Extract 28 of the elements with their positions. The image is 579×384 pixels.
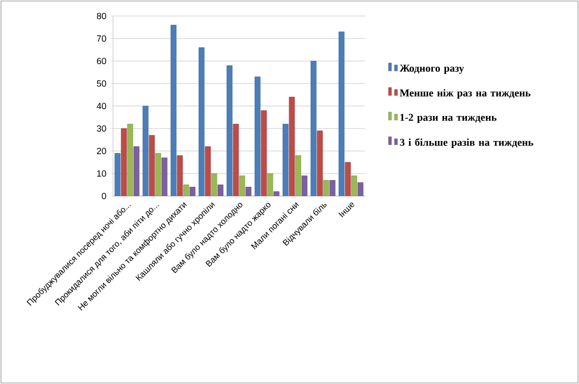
- legend-label: Жодного разу: [400, 64, 464, 74]
- bar: [120, 128, 127, 196]
- bar: [282, 124, 288, 196]
- bar: [170, 24, 176, 196]
- legend-label: 3 і більше разів на тиждень: [400, 138, 534, 148]
- bar: [254, 76, 260, 196]
- y-tick-label: 50: [96, 80, 106, 87]
- y-tick-label: 0: [102, 192, 106, 200]
- y-tick-label: 70: [96, 35, 106, 42]
- bar: [198, 47, 204, 196]
- bar: [142, 106, 148, 196]
- y-tick-label: 20: [96, 148, 106, 154]
- y-tick-label: 10: [97, 170, 106, 177]
- y-tick-label: 80: [96, 12, 106, 20]
- bar: [338, 32, 344, 196]
- bar: [127, 124, 134, 196]
- bar: [226, 65, 232, 196]
- bar: [310, 60, 316, 196]
- y-tick-label: 30: [96, 125, 106, 132]
- bar: [232, 124, 239, 196]
- y-tick-label: 40: [96, 102, 106, 110]
- legend-label: 1-2 рази на тиждень: [400, 114, 496, 123]
- bar: [288, 96, 295, 196]
- bar: [148, 135, 155, 196]
- bar: [260, 110, 267, 196]
- legend-label: Менше ніж раз на тиждень: [400, 89, 530, 99]
- bar: [316, 130, 323, 196]
- y-tick-label: 60: [96, 58, 106, 64]
